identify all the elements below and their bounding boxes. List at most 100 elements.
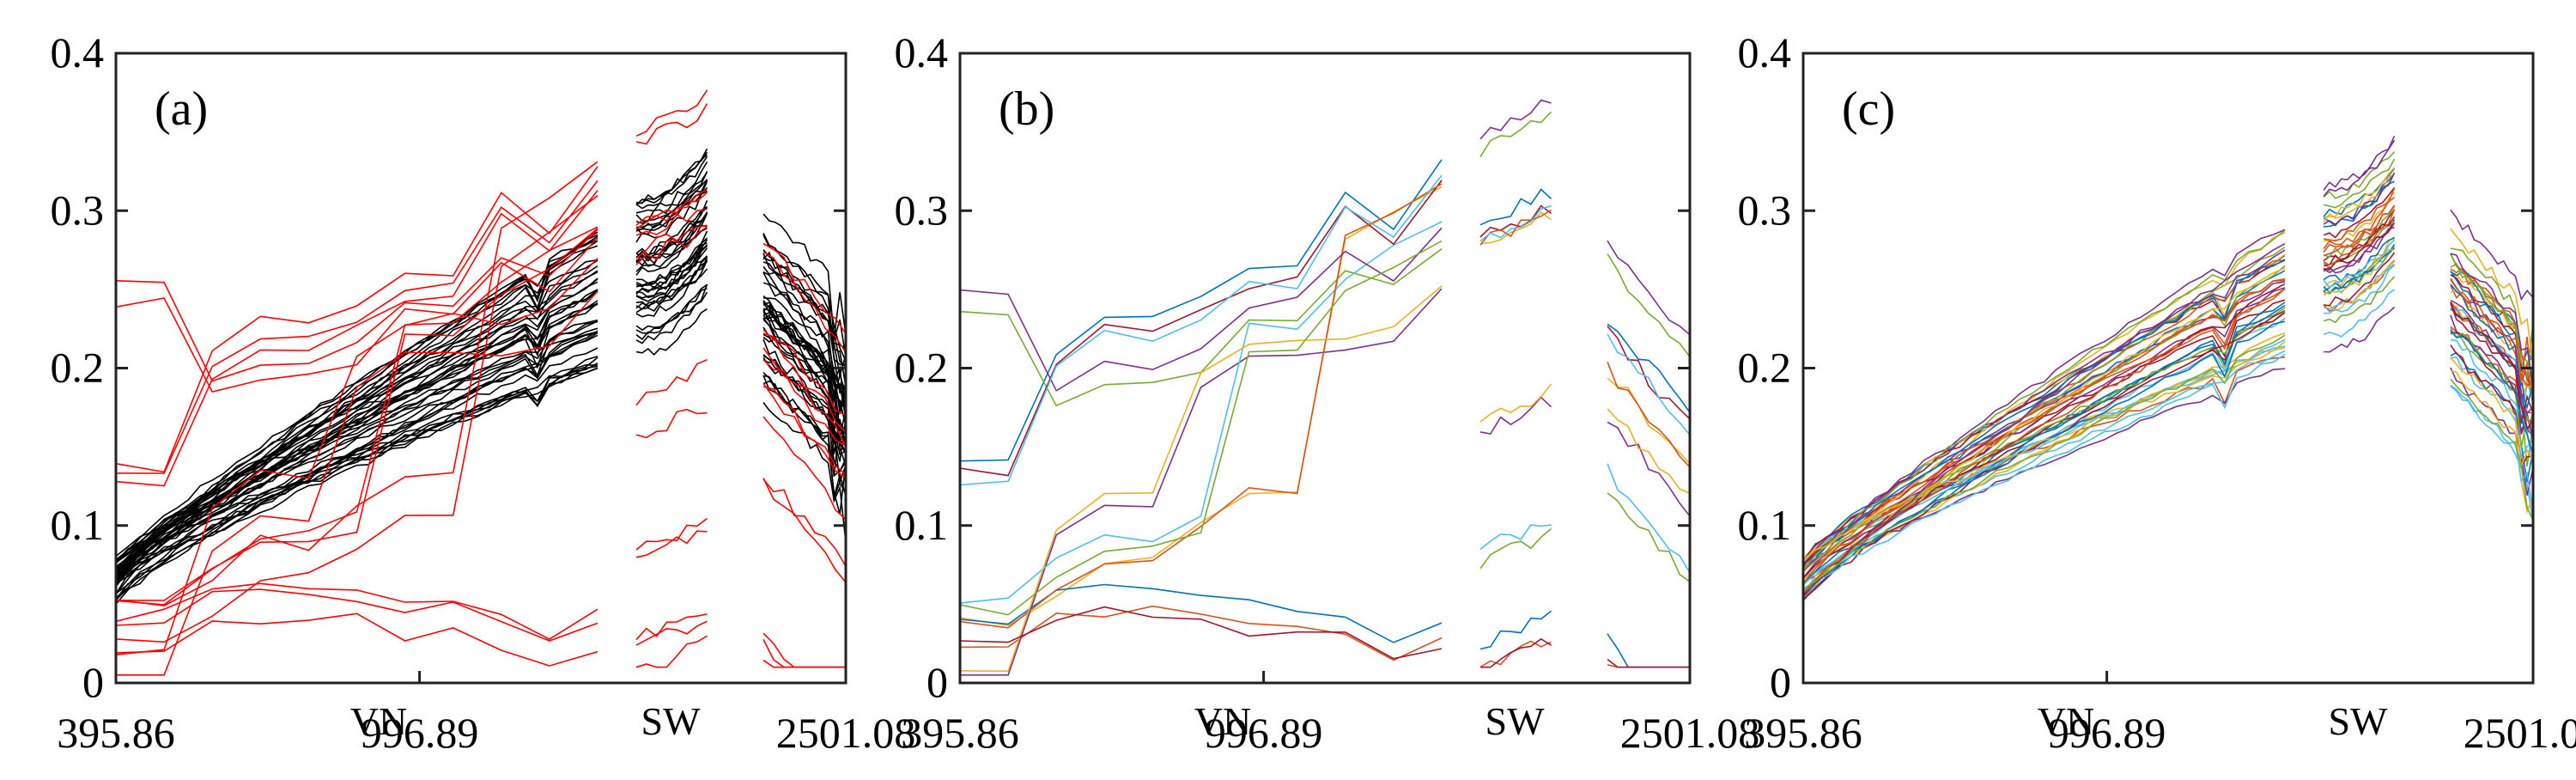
series-line xyxy=(116,364,598,582)
y-tick-label: 0.2 xyxy=(895,344,949,392)
series-line xyxy=(1607,408,1690,495)
series-line xyxy=(2323,167,2396,219)
panel-a: 0 0.1 0.2 0.3 0.4 395.86 996.89 2501.08 VN SW (a) xyxy=(51,28,916,757)
series-line xyxy=(762,358,846,454)
series-line xyxy=(1607,658,1690,668)
series-lines xyxy=(116,89,846,676)
series-line xyxy=(635,190,708,243)
region-label-sw: SW xyxy=(1485,699,1546,743)
axes-frame xyxy=(114,52,848,685)
series-line xyxy=(116,290,598,561)
series-line xyxy=(2450,209,2533,302)
series-lines xyxy=(960,99,1690,676)
series-line xyxy=(762,282,846,402)
series-line xyxy=(635,530,708,558)
series-line xyxy=(762,402,846,542)
series-line xyxy=(2323,208,2396,259)
series-line xyxy=(116,289,598,588)
x-tick-label: 2501.08 xyxy=(1620,709,1760,757)
series-line xyxy=(1480,637,1552,668)
series-line xyxy=(960,606,1443,660)
series-line xyxy=(116,327,598,564)
series-line xyxy=(116,302,598,570)
series-line xyxy=(2323,135,2396,191)
series-line xyxy=(960,183,1443,629)
series-line xyxy=(1607,633,1690,668)
series-line xyxy=(116,289,598,580)
series-line xyxy=(1803,249,2286,565)
series-line xyxy=(2323,289,2395,338)
panel-c: 0 0.1 0.2 0.3 0.4 395.86 996.89 2501.08 VN SW (c) xyxy=(1738,28,2576,757)
y-tick-label: 0.2 xyxy=(1738,344,1792,392)
series-line xyxy=(2450,228,2533,368)
series-line xyxy=(762,338,846,477)
series-line xyxy=(1479,383,1552,423)
series-line xyxy=(2450,253,2533,387)
y-tick-label: 0.2 xyxy=(51,344,105,392)
series-line xyxy=(1479,188,1552,226)
series-line xyxy=(1607,377,1690,465)
series-line xyxy=(635,155,708,210)
series-line xyxy=(635,192,708,226)
series-line xyxy=(1803,259,2286,586)
region-label-sw: SW xyxy=(641,699,702,743)
series-line xyxy=(635,245,708,296)
series-line xyxy=(1607,463,1690,574)
series-line xyxy=(635,517,708,551)
series-line xyxy=(635,154,708,206)
series-line xyxy=(2323,151,2396,199)
series-line xyxy=(1479,527,1552,570)
series-line xyxy=(2323,252,2396,307)
panel-label: (a) xyxy=(155,82,208,136)
series-line xyxy=(116,588,598,642)
series-line xyxy=(635,635,708,668)
series-line xyxy=(1607,323,1690,413)
series-line xyxy=(960,605,1443,661)
series-line xyxy=(635,103,708,145)
series-line xyxy=(1803,320,2286,594)
series-line xyxy=(960,174,1443,486)
series-line xyxy=(116,612,598,667)
y-tick-label: 0 xyxy=(1770,658,1791,706)
x-tick-label: 996.89 xyxy=(361,709,479,757)
series-line xyxy=(116,270,598,575)
series-line xyxy=(2450,330,2533,455)
series-line xyxy=(2323,248,2395,296)
series-line xyxy=(1607,240,1690,336)
y-tick-label: 0.4 xyxy=(51,28,105,76)
y-tick-label: 0.4 xyxy=(895,28,949,76)
panel-label: (c) xyxy=(1842,82,1895,136)
series-line xyxy=(2450,283,2533,410)
series-line xyxy=(635,213,708,266)
x-tick-label: 2501.08 xyxy=(2464,709,2576,757)
series-line xyxy=(1803,347,2286,563)
y-tick-label: 0.1 xyxy=(51,501,105,549)
series-line xyxy=(2323,276,2396,324)
series-line xyxy=(635,408,708,439)
region-label-vn: VN xyxy=(2038,699,2094,743)
series-line xyxy=(762,372,846,498)
series-line xyxy=(762,386,846,475)
series-line xyxy=(1479,111,1552,157)
x-tick-label: 395.86 xyxy=(901,709,1019,757)
x-tick-label: 395.86 xyxy=(57,709,175,757)
series-line xyxy=(1803,229,2286,571)
series-line xyxy=(116,363,598,584)
series-line xyxy=(635,283,708,341)
series-line xyxy=(1607,326,1690,420)
series-line xyxy=(116,332,598,599)
series-line xyxy=(116,265,598,572)
region-label-vn: VN xyxy=(1194,699,1251,743)
panel-label: (b) xyxy=(999,82,1054,136)
series-line xyxy=(762,329,846,417)
series-line xyxy=(1607,421,1690,517)
x-tick-label: 2501.08 xyxy=(776,709,916,757)
series-line xyxy=(635,224,708,259)
series-line xyxy=(116,228,598,601)
series-line xyxy=(2323,139,2396,198)
y-tick-label: 0.3 xyxy=(895,186,949,234)
series-line xyxy=(2323,219,2396,274)
series-line xyxy=(762,242,846,334)
series-line xyxy=(762,311,846,422)
series-line xyxy=(1607,333,1690,436)
